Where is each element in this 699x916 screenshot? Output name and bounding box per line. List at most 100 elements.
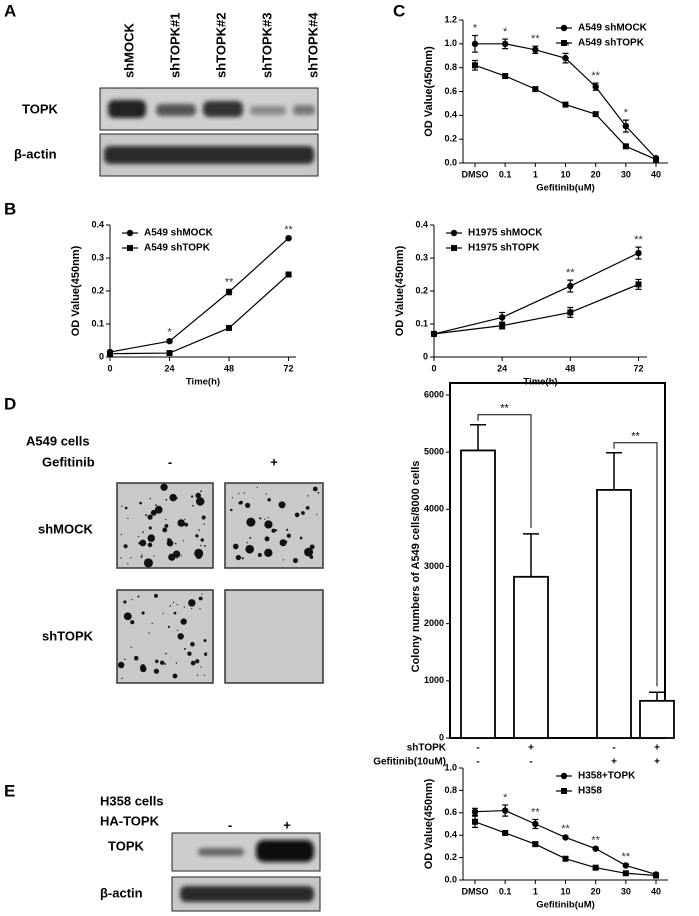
treatment: HA-TOPK <box>100 813 160 828</box>
colony-plate <box>116 589 214 684</box>
colony <box>264 548 273 557</box>
y-tick-label: 0.1 <box>91 318 104 328</box>
colony <box>141 554 143 556</box>
colony <box>231 496 233 499</box>
lane-label: shTOPK#1 <box>167 12 182 78</box>
colony <box>195 534 199 538</box>
colony <box>200 490 202 493</box>
marker <box>592 845 599 852</box>
legend-marker <box>560 772 568 780</box>
legend-marker <box>127 245 133 251</box>
y-tick-label: 0.8 <box>444 62 457 72</box>
y-tick-label: 0.6 <box>444 86 457 96</box>
colony <box>317 491 320 494</box>
significance: ** <box>561 40 570 52</box>
colony <box>137 536 140 538</box>
y-axis-label: OD Value(450nm) <box>394 245 406 336</box>
colony <box>169 605 171 607</box>
colony <box>162 612 164 614</box>
colony <box>307 495 309 497</box>
colony <box>286 533 292 538</box>
condition-name: shTOPK <box>407 743 447 754</box>
bands <box>180 840 314 902</box>
marker <box>635 249 642 257</box>
x-tick-label: DMSO <box>462 886 489 896</box>
x-tick-label: 72 <box>284 363 294 373</box>
treatment-sign: - <box>168 454 172 469</box>
colony <box>142 531 144 533</box>
colony <box>173 611 177 615</box>
y-tick-label: 0.8 <box>444 785 457 795</box>
colony <box>145 514 147 516</box>
colony <box>200 538 204 542</box>
x-axis-label: Gefitinib(uM) <box>536 183 595 194</box>
bar <box>460 449 496 739</box>
colony <box>267 516 269 519</box>
y-tick-label: 0.2 <box>444 134 457 144</box>
error-bar <box>523 533 539 577</box>
condition-sign: - <box>476 757 479 768</box>
significance: ** <box>561 823 570 835</box>
colony <box>294 512 300 518</box>
marker <box>502 829 509 836</box>
error-bar <box>649 691 665 701</box>
x-tick-label: 30 <box>621 169 631 179</box>
colony <box>286 528 289 531</box>
marker <box>592 83 599 90</box>
colony <box>121 677 123 680</box>
y-tick-label: 0 <box>423 351 428 361</box>
colony <box>309 544 315 550</box>
colony <box>192 504 194 507</box>
x-tick-label: 0 <box>107 363 112 373</box>
x-axis-label: Time(h) <box>186 377 220 388</box>
colony <box>241 557 244 560</box>
colony <box>238 492 240 495</box>
colony <box>198 596 203 601</box>
colony <box>176 604 178 606</box>
colony <box>143 558 153 568</box>
colony <box>245 502 251 508</box>
colony <box>264 518 266 520</box>
colony <box>316 513 318 516</box>
colony <box>299 536 303 540</box>
legend-label: H1975 shTOPK <box>468 243 540 254</box>
y-tick-label: 0.0 <box>444 157 457 167</box>
y-tick-label: 0.2 <box>415 285 428 295</box>
colony <box>199 608 201 610</box>
colony <box>127 517 129 519</box>
x-tick-label: 24 <box>165 363 175 373</box>
y-tick-label: 0 <box>439 732 444 742</box>
colony <box>175 662 178 664</box>
y-tick-label: 0.4 <box>444 110 457 120</box>
colony <box>160 483 168 491</box>
x-tick-label: 1 <box>533 886 538 896</box>
x-tick-label: DMSO <box>462 169 489 179</box>
treatment-sign: + <box>270 454 278 469</box>
treatment: Gefitinib <box>42 454 95 469</box>
marker <box>285 235 292 242</box>
colony <box>309 555 314 559</box>
colony <box>245 544 255 554</box>
legend-label: A549 shTOPK <box>578 38 645 49</box>
lane-label: shMOCK <box>121 23 136 79</box>
colony <box>164 523 169 528</box>
colony <box>191 607 193 610</box>
marker <box>592 864 599 871</box>
row-label: TOPK <box>108 838 144 853</box>
colony <box>155 504 157 506</box>
colony <box>194 548 204 558</box>
colony <box>304 547 314 557</box>
x-tick-label: 40 <box>651 886 661 896</box>
marker <box>562 101 569 108</box>
y-tick-label: 6000 <box>424 389 444 399</box>
y-tick-label: 0.2 <box>444 852 457 862</box>
significance: ** <box>225 276 234 288</box>
colony <box>165 652 167 655</box>
colony <box>282 559 285 561</box>
marker <box>431 330 437 337</box>
colony <box>267 498 271 502</box>
y-axis-label: OD Value(450nm) <box>423 46 435 137</box>
y-tick-label: 3000 <box>424 561 444 571</box>
bracket <box>613 442 658 687</box>
